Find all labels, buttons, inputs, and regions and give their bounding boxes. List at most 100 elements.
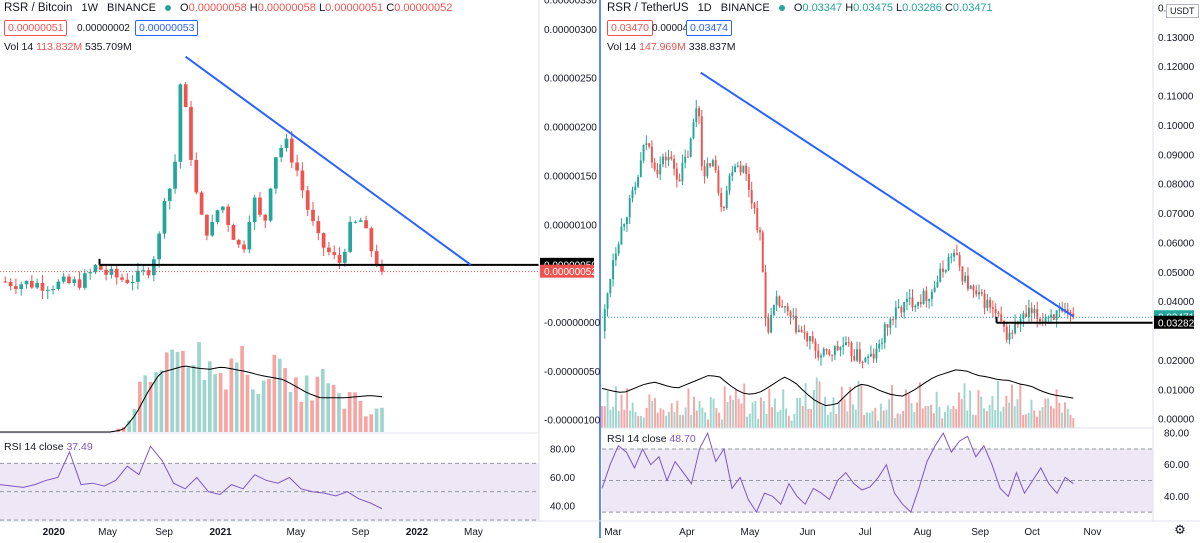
left-spread: 0.00000002 (77, 23, 130, 34)
right-candle-body (914, 305, 917, 308)
left-volume-bar (154, 372, 158, 432)
right-candle-body (1055, 310, 1058, 320)
right-volume-bar (690, 414, 693, 428)
right-interval[interactable]: 1D (697, 2, 712, 14)
currency-label[interactable]: USDT (1166, 4, 1199, 18)
right-candle-body (978, 292, 980, 295)
left-volume-bar (294, 377, 298, 432)
right-candle-body (997, 312, 1000, 315)
right-candle-body (858, 349, 861, 362)
left-candle-body (40, 282, 45, 291)
right-ask-box[interactable]: 0.03474 (686, 20, 732, 36)
left-candle-body (72, 279, 77, 283)
left-rsi-value: 37.49 (66, 441, 93, 453)
left-volume-legend: Vol 14 113.832M 535.709M (4, 41, 132, 53)
right-candle-body (711, 160, 714, 167)
right-candle-body (681, 162, 684, 182)
right-candle-body (625, 217, 628, 225)
left-exchange: BINANCE (107, 2, 156, 14)
right-candle-body (783, 306, 786, 308)
right-volume-bar (983, 408, 986, 428)
right-bid-box[interactable]: 0.03470 (607, 20, 653, 36)
left-price-tag-bg (540, 264, 594, 278)
left-volume-bar (363, 416, 368, 432)
right-candle-body (808, 336, 811, 342)
left-x-tick-label: May (98, 527, 117, 538)
right-y-tick-label: 0.00000 (1158, 415, 1195, 426)
right-candle-body (609, 279, 612, 294)
right-volume-bar (913, 411, 916, 428)
left-candle-body (146, 270, 151, 276)
right-volume-bar (759, 397, 762, 428)
right-candle-body (767, 317, 770, 333)
left-volume-bar (320, 369, 325, 432)
left-y-tick-label: 0.00000100 (544, 220, 597, 231)
left-symbol[interactable]: RSR / Bitcoin (4, 2, 73, 14)
left-candle-body (374, 251, 379, 265)
right-volume-bar (1063, 402, 1066, 428)
right-candle-body (933, 287, 936, 292)
right-candle-body (803, 332, 806, 334)
left-candle-body (130, 281, 135, 284)
left-open-value: 0.00000058 (188, 2, 247, 14)
right-candle-body (770, 314, 773, 333)
left-candle-body (205, 214, 209, 236)
right-candle-body (698, 108, 700, 117)
right-volume-bar (807, 409, 810, 428)
right-volume-bar (904, 389, 907, 428)
right-volume-bar (768, 388, 771, 428)
left-candle-body (14, 286, 18, 289)
right-volume-bar (1002, 406, 1005, 428)
right-x-tick-label: May (741, 527, 760, 538)
right-volume-bar (790, 420, 793, 428)
left-ask-box[interactable]: 0.00000053 (135, 20, 199, 36)
right-candle-body (903, 301, 906, 313)
left-candle-body (327, 247, 331, 253)
right-volume-bar (715, 408, 718, 428)
left-volume-bar (342, 408, 347, 432)
left-candle-body (252, 197, 257, 222)
left-candle-body (8, 281, 13, 287)
right-candle-body (648, 143, 651, 147)
right-volume-bar (654, 398, 656, 428)
right-candle-body (836, 345, 839, 351)
right-volume-bar (1036, 416, 1038, 428)
left-volume-bar (267, 379, 271, 432)
right-candle-body (617, 244, 620, 254)
right-candle-body (653, 162, 656, 170)
right-volume-bar (999, 411, 1002, 428)
right-candle-body (717, 170, 720, 194)
left-price-tag: 0.00000052 (544, 267, 597, 278)
right-candle-body (817, 350, 820, 358)
right-candle-body (991, 307, 994, 309)
right-volume-bar (1033, 410, 1036, 428)
left-trendline (185, 55, 472, 266)
right-candle-body (781, 306, 784, 308)
settings-gear-icon[interactable]: ⚙ (1174, 523, 1186, 538)
right-volume-bar (1022, 415, 1025, 428)
right-candle-body (775, 296, 778, 306)
left-bid-box[interactable]: 0.00000051 (4, 20, 68, 36)
right-volume-bar (765, 414, 768, 428)
right-h-label: H (845, 2, 854, 14)
right-volume-bar (932, 413, 935, 428)
right-volume-bar (729, 395, 732, 428)
left-volume-bar (143, 375, 148, 432)
left-candle-body (114, 268, 119, 278)
right-volume-bar (1061, 412, 1064, 428)
right-candle-body (728, 175, 731, 191)
right-candle-body (745, 165, 748, 175)
right-candle-body (1069, 311, 1072, 314)
right-volume-bar (829, 411, 832, 428)
right-candle-body (664, 156, 667, 161)
right-candle-body (872, 353, 875, 359)
right-candle-body (639, 160, 642, 178)
right-volume-bar (620, 394, 623, 428)
right-candle-body (637, 177, 640, 187)
right-symbol[interactable]: RSR / TetherUS (607, 2, 689, 14)
left-candle-body (342, 251, 347, 263)
left-interval[interactable]: 1W (81, 2, 98, 14)
right-volume-bar (821, 405, 824, 428)
right-volume-bar (935, 391, 938, 428)
